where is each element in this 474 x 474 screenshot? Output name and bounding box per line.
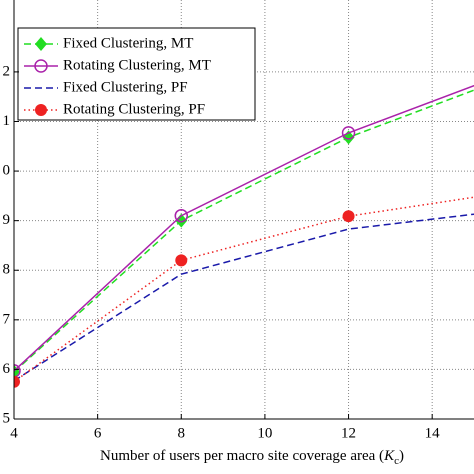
x-tick-label: 12 (341, 425, 356, 441)
marker (175, 213, 188, 228)
marker (34, 59, 48, 73)
x-tick-label: 14 (425, 425, 441, 441)
y-tick-label: 5 (3, 410, 11, 426)
y-tick-label: 9 (3, 212, 11, 228)
series-line (14, 84, 474, 372)
marker (35, 104, 47, 116)
y-tick-label: 6 (3, 361, 11, 377)
legend-label: Rotating Clustering, PF (63, 101, 205, 117)
series-line (14, 89, 474, 373)
y-tick-label: 8 (3, 262, 11, 278)
x-tick-label: 8 (178, 425, 186, 441)
y-tick-label: 7 (3, 311, 11, 327)
legend: Fixed Clustering, MT Rotating Clustering,… (17, 27, 256, 121)
x-tick-label: 10 (257, 425, 272, 441)
x-tick-label: 4 (10, 425, 18, 441)
marker (14, 364, 20, 379)
y-tick-label: 0 (3, 163, 11, 179)
marker (175, 254, 188, 267)
series-line (14, 196, 474, 383)
marker (14, 375, 20, 388)
x-axis-label: Number of users per macro site coverage … (100, 448, 404, 466)
x-tick-label: 6 (94, 425, 102, 441)
marker (174, 208, 189, 223)
y-tick-label: 2 (3, 63, 11, 79)
marker (35, 37, 47, 51)
marker (342, 210, 355, 223)
legend-label: Rotating Clustering, MT (63, 57, 211, 73)
series-line (14, 213, 474, 382)
legend-label: Fixed Clustering, PF (63, 79, 188, 95)
plot-area (14, 84, 474, 388)
marker (14, 364, 21, 378)
legend-label: Fixed Clustering, MT (63, 35, 193, 51)
y-tick-label: 1 (3, 113, 11, 129)
marker (341, 126, 356, 140)
